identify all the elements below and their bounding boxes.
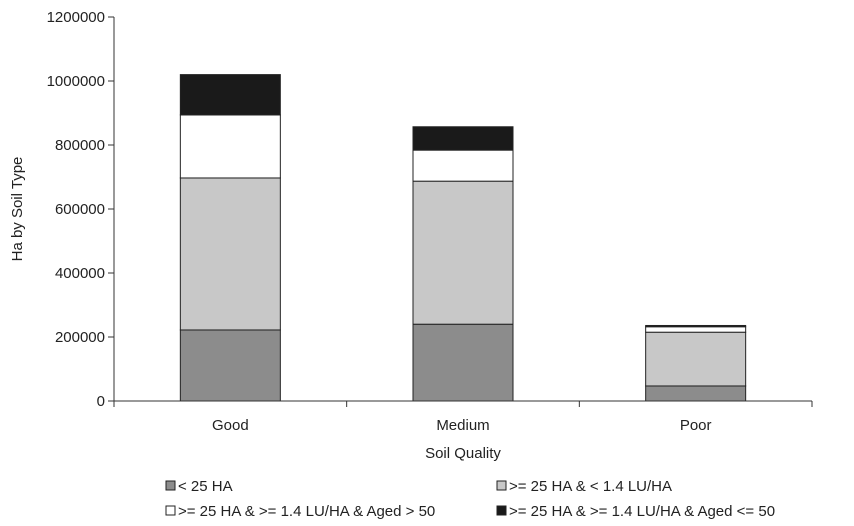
- y-tick-label: 400000: [55, 265, 105, 282]
- bar-segment: [645, 326, 747, 333]
- legend-label: < 25 HA: [178, 478, 233, 495]
- bar-segment: [179, 74, 281, 116]
- bar-segment: [645, 324, 747, 328]
- y-axis-ticks: 0 200000 400000 600000 800000 1000000 1200000: [47, 9, 114, 410]
- legend: < 25 HA >= 25 HA & < 1.4 LU/HA >= 25 HA & …: [165, 478, 775, 520]
- bar-segment: [179, 177, 281, 331]
- legend-swatch: [165, 505, 176, 516]
- bar-segment: [645, 385, 747, 402]
- y-tick-label: 1200000: [47, 9, 105, 26]
- bar-segment: [412, 323, 514, 402]
- bar-segment: [412, 149, 514, 182]
- x-tick-label: Poor: [680, 417, 712, 434]
- legend-label: >= 25 HA & < 1.4 LU/HA: [509, 478, 672, 495]
- y-tick-label: 200000: [55, 329, 105, 346]
- legend-label: >= 25 HA & >= 1.4 LU/HA & Aged <= 50: [509, 503, 775, 520]
- x-tick-label: Good: [212, 417, 249, 434]
- x-tick-label: Medium: [436, 417, 489, 434]
- x-axis-title: Soil Quality: [425, 445, 501, 462]
- x-axis-ticks: Good Medium Poor: [113, 401, 813, 434]
- y-tick-label: 600000: [55, 201, 105, 218]
- legend-swatch: [496, 480, 507, 491]
- plot-area: [179, 74, 747, 402]
- legend-label: >= 25 HA & >= 1.4 LU/HA & Aged > 50: [178, 503, 435, 520]
- y-axis-title: Ha by Soil Type: [9, 157, 26, 262]
- bar-segment: [645, 331, 747, 387]
- legend-swatch: [496, 505, 507, 516]
- bar-segment: [412, 180, 514, 325]
- y-tick-label: 1000000: [47, 73, 105, 90]
- bar-segment: [179, 329, 281, 402]
- y-tick-label: 0: [97, 393, 105, 410]
- legend-swatch: [165, 480, 176, 491]
- y-tick-label: 800000: [55, 137, 105, 154]
- bar-segment: [412, 126, 514, 151]
- bar-segment: [179, 114, 281, 179]
